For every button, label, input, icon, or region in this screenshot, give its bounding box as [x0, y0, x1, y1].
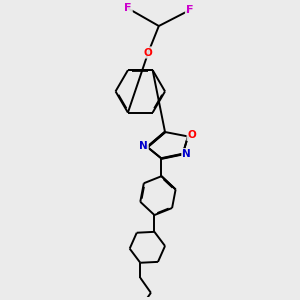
- Text: O: O: [144, 47, 153, 58]
- Text: N: N: [139, 141, 148, 151]
- Text: N: N: [182, 149, 191, 159]
- Text: F: F: [124, 3, 132, 13]
- Text: F: F: [186, 5, 194, 15]
- Text: O: O: [188, 130, 196, 140]
